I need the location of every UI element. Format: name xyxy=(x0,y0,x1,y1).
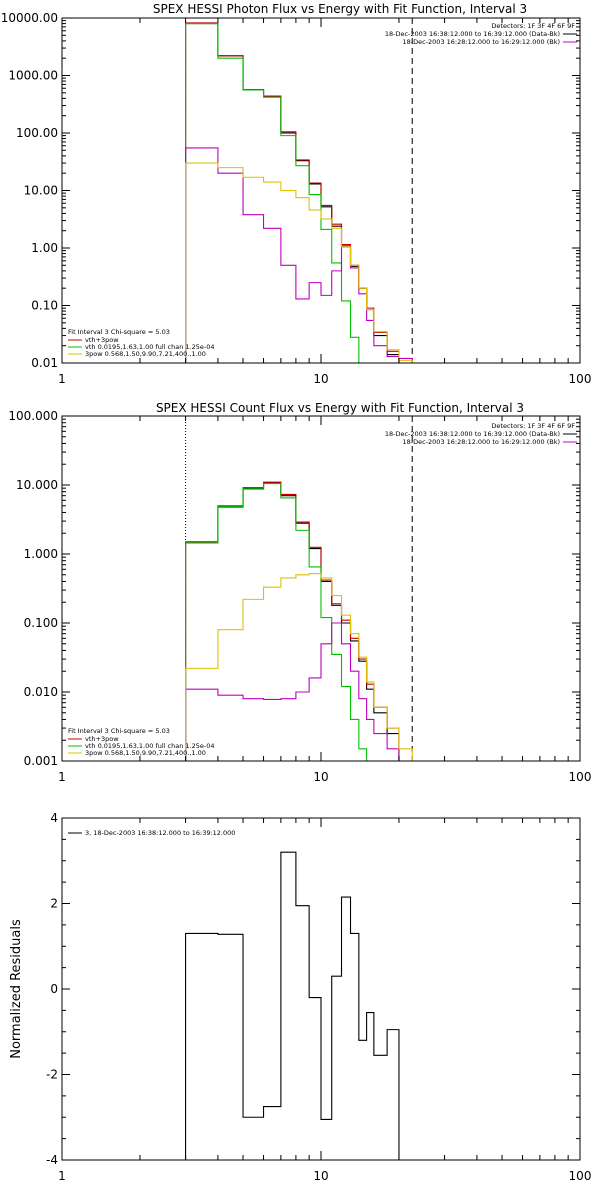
photon-time-line-data: 18-Dec-2003 16:38:12.000 to 16:39:12.000… xyxy=(385,30,560,38)
count-series-2-histogram xyxy=(185,482,368,761)
count-plot-area xyxy=(185,416,425,761)
residuals-x-tick-label: 100 xyxy=(569,1169,592,1183)
photon-series-2-histogram xyxy=(185,23,367,363)
count-time-legend: 18-Dec-2003 16:38:12.000 to 16:39:12.000… xyxy=(385,430,577,446)
count-series-1-histogram xyxy=(185,481,413,761)
count-fit-total-label: vth+3pow xyxy=(85,735,119,743)
residuals-y-tick-label: 4 xyxy=(50,811,58,825)
photon-x-ticks: 1 10 100 xyxy=(58,18,591,386)
residuals-series-0-histogram xyxy=(185,851,413,1160)
photon-y-tick-label: 10.00 xyxy=(24,184,58,198)
count-detectors-label: Detectors: 1F 3F 4F 6F 9F xyxy=(491,422,575,430)
residuals-y-tick-label: 2 xyxy=(50,897,58,911)
residuals-y-tick-label: 0 xyxy=(50,982,58,996)
count-y-tick-label: 0.001 xyxy=(24,754,58,768)
photon-detectors-label: Detectors: 1F 3F 4F 6F 9F xyxy=(491,22,575,30)
count-fit-pow-label: 3pow 0.568,1.50,9.90,7.21,400.,1.00 xyxy=(85,749,206,757)
count-fit-legend: Fit Interval 3 Chi-square = 5.03 vth+3po… xyxy=(68,727,215,757)
count-series-4-histogram xyxy=(185,573,425,761)
photon-series-3-histogram xyxy=(185,147,413,363)
count-y-ticks: 0.001 0.010 0.100 1.000 10.000 100.000 xyxy=(8,409,580,768)
photon-y-tick-label: 0.01 xyxy=(31,356,58,370)
residuals-x-ticks: 1 10 100 xyxy=(58,818,591,1183)
count-chart-title: SPEX HESSI Count Flux vs Energy with Fit… xyxy=(156,401,524,415)
residuals-y-ticks: -4 -2 0 2 4 xyxy=(46,811,580,1167)
residuals-y-axis-label: Normalized Residuals xyxy=(9,919,24,1059)
residuals-chart: -4 -2 0 2 4 1 10 100 Normalized Residuals 3, 1… xyxy=(9,811,591,1183)
photon-y-tick-label: 0.10 xyxy=(31,299,58,313)
count-series-3-histogram xyxy=(185,622,413,761)
count-flux-chart: SPEX HESSI Count Flux vs Energy with Fit… xyxy=(8,401,591,784)
count-y-tick-label: 0.100 xyxy=(24,616,58,630)
residuals-plot-area xyxy=(185,851,413,1160)
photon-plot-area xyxy=(185,18,425,363)
residuals-legend-label: 3, 18-Dec-2003 16:38:12.000 to 16:39:12.… xyxy=(85,829,235,837)
count-y-tick-label: 0.010 xyxy=(24,685,58,699)
count-time-line-bk: 18-Dec-2003 16:28:12.000 to 16:29:12.000… xyxy=(403,438,561,446)
photon-x-tick-label: 100 xyxy=(569,372,592,386)
count-fit-header: Fit Interval 3 Chi-square = 5.03 xyxy=(68,727,170,735)
photon-y-tick-label: 10000.00 xyxy=(1,11,58,25)
photon-x-tick-label: 10 xyxy=(313,372,328,386)
count-y-tick-label: 10.000 xyxy=(16,478,58,492)
residuals-y-tick-label: -2 xyxy=(46,1068,58,1082)
residuals-y-tick-label: -4 xyxy=(46,1153,58,1167)
photon-time-legend: 18-Dec-2003 16:38:12.000 to 16:39:12.000… xyxy=(385,30,577,46)
count-y-tick-label: 100.000 xyxy=(8,409,58,423)
photon-y-ticks: 0.01 0.10 1.00 10.00 100.00 1000.00 10000.00 xyxy=(1,11,580,370)
photon-fit-total-label: vth+3pow xyxy=(85,336,119,344)
photon-y-tick-label: 1000.00 xyxy=(8,69,58,83)
residuals-x-tick-label: 1 xyxy=(58,1169,66,1183)
count-x-tick-label: 10 xyxy=(313,770,328,784)
count-time-line-data: 18-Dec-2003 16:38:12.000 to 16:39:12.000… xyxy=(385,430,560,438)
residuals-legend: 3, 18-Dec-2003 16:38:12.000 to 16:39:12.… xyxy=(68,829,235,837)
photon-fit-pow-label: 3pow 0.568,1.50,9.90,7.21,400.,1.00 xyxy=(85,350,206,358)
photon-fit-header: Fit Interval 3 Chi-square = 5.03 xyxy=(68,328,170,336)
photon-y-tick-label: 100.00 xyxy=(16,126,58,140)
residuals-x-tick-label: 10 xyxy=(313,1169,328,1183)
count-fit-vth-label: vth 0.0195,1.63,1.00 full chan 1.25e-04 xyxy=(85,742,215,750)
photon-series-1-histogram xyxy=(185,22,413,363)
photon-chart-title: SPEX HESSI Photon Flux vs Energy with Fi… xyxy=(153,2,527,16)
count-y-tick-label: 1.000 xyxy=(24,547,58,561)
photon-x-tick-label: 1 xyxy=(58,372,66,386)
photon-series-4-histogram xyxy=(185,162,425,363)
count-series-0-histogram xyxy=(185,482,400,761)
photon-flux-chart: SPEX HESSI Photon Flux vs Energy with Fi… xyxy=(1,2,592,386)
photon-fit-vth-label: vth 0.0195,1.63,1.00 full chan 1.25e-04 xyxy=(85,343,215,351)
count-x-tick-label: 1 xyxy=(58,770,66,784)
count-x-tick-label: 100 xyxy=(569,770,592,784)
count-x-ticks: 1 10 100 xyxy=(58,416,591,784)
photon-time-line-bk: 18-Dec-2003 16:28:12.000 to 16:29:12.000… xyxy=(403,38,561,46)
photon-fit-legend: Fit Interval 3 Chi-square = 5.03 vth+3po… xyxy=(68,328,215,358)
photon-y-tick-label: 1.00 xyxy=(31,241,58,255)
